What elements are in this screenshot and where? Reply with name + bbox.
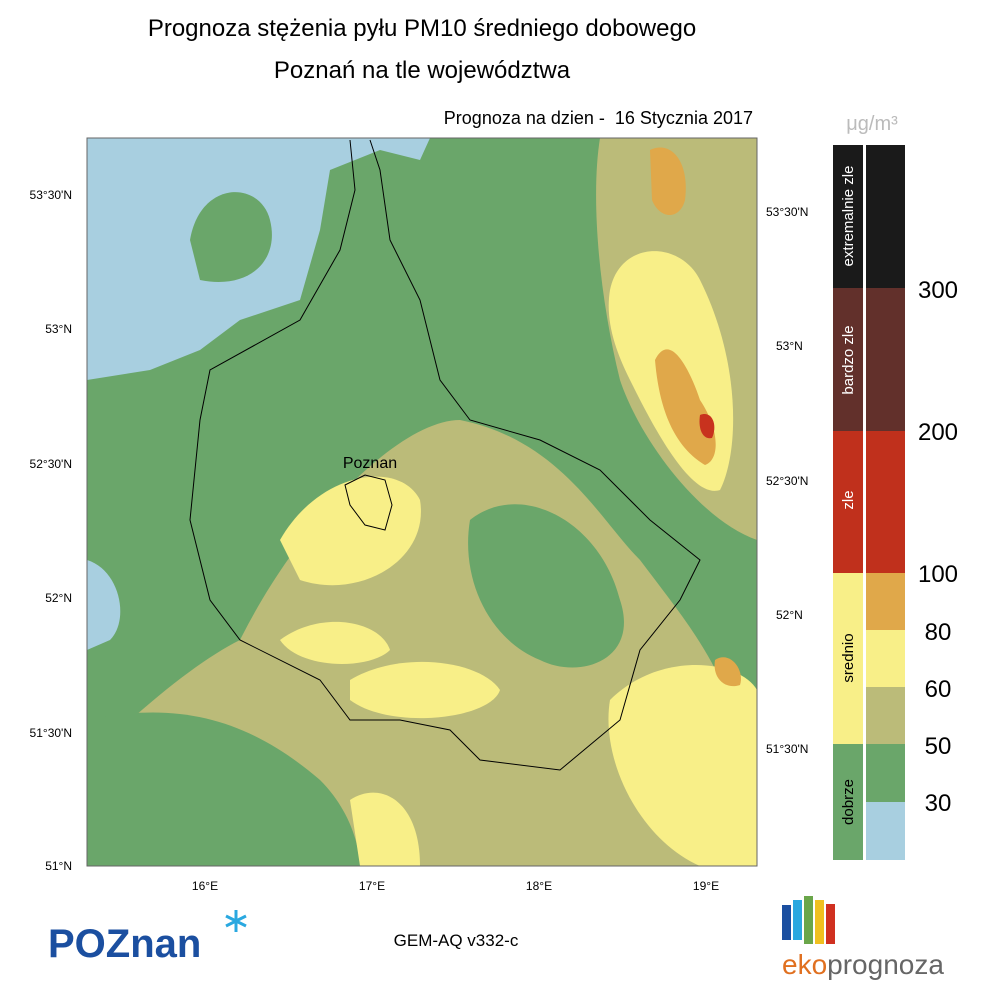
threshold: 100: [918, 561, 958, 588]
city-label: Poznan: [343, 455, 397, 472]
lon-label: 16°E: [192, 879, 218, 893]
logo-star: [225, 910, 247, 932]
legend-swatch: [866, 573, 905, 630]
threshold: 30: [925, 790, 952, 817]
legend-swatch: [833, 573, 863, 744]
forecast-date: Prognoza na dzien - 16 Stycznia 2017: [444, 108, 753, 128]
category-label: dobrze: [840, 779, 857, 825]
brand-prefix: eko: [782, 949, 827, 980]
legend-swatch: [866, 630, 905, 687]
legend: μg/m³ extremalnie zle bardzo zle zle sre…: [833, 113, 958, 860]
threshold: 60: [925, 676, 952, 703]
lat-label: 51°30'N: [30, 726, 72, 740]
lon-label: 19°E: [693, 879, 719, 893]
lon-label: 17°E: [359, 879, 385, 893]
lat-label: 52°30'N: [30, 457, 72, 471]
category-label: srednio: [840, 633, 857, 682]
legend-swatch: [866, 744, 905, 802]
brand-bars: [782, 896, 835, 944]
lat-labels: 53°30'N 53°N 52°30'N 52°N 51°30'N 51°N 5…: [30, 188, 809, 893]
threshold: 50: [925, 733, 952, 760]
lat-label: 53°30'N: [30, 188, 72, 202]
lat-label: 53°N: [776, 339, 803, 353]
legend-swatch: [866, 288, 905, 431]
lat-label: 53°30'N: [766, 205, 808, 219]
threshold: 300: [918, 277, 958, 304]
lat-label: 51°N: [45, 859, 72, 873]
model-label: GEM-AQ v332-c: [394, 931, 519, 950]
lat-label: 52°30'N: [766, 474, 808, 488]
lon-label: 18°E: [526, 879, 552, 893]
lat-label: 51°30'N: [766, 742, 808, 756]
legend-swatch: [866, 145, 905, 288]
category-label: extremalnie zle: [840, 166, 857, 267]
subtitle: Poznań na tle województwa: [274, 57, 571, 84]
logo: POZnan: [48, 922, 201, 966]
map: Poznan: [86, 137, 758, 867]
threshold: 200: [918, 419, 958, 446]
unit: μg/m³: [846, 113, 898, 135]
legend-swatch: [833, 288, 863, 431]
legend-swatch: [866, 802, 905, 860]
legend-swatch: [866, 431, 905, 573]
legend-swatch: [833, 145, 863, 288]
legend-swatch: [833, 431, 863, 573]
title: Prognoza stężenia pyłu PM10 średniego do…: [148, 15, 696, 42]
category-label: zle: [840, 490, 857, 509]
legend-swatch: [833, 744, 863, 860]
brand-name: prognoza: [827, 949, 944, 980]
brand: ekoprognoza: [782, 949, 944, 980]
lat-label: 53°N: [45, 322, 72, 336]
lat-label: 52°N: [45, 591, 72, 605]
lat-label: 52°N: [776, 608, 803, 622]
threshold: 80: [925, 619, 952, 646]
category-label: bardzo zle: [840, 325, 857, 394]
legend-swatch: [866, 687, 905, 744]
